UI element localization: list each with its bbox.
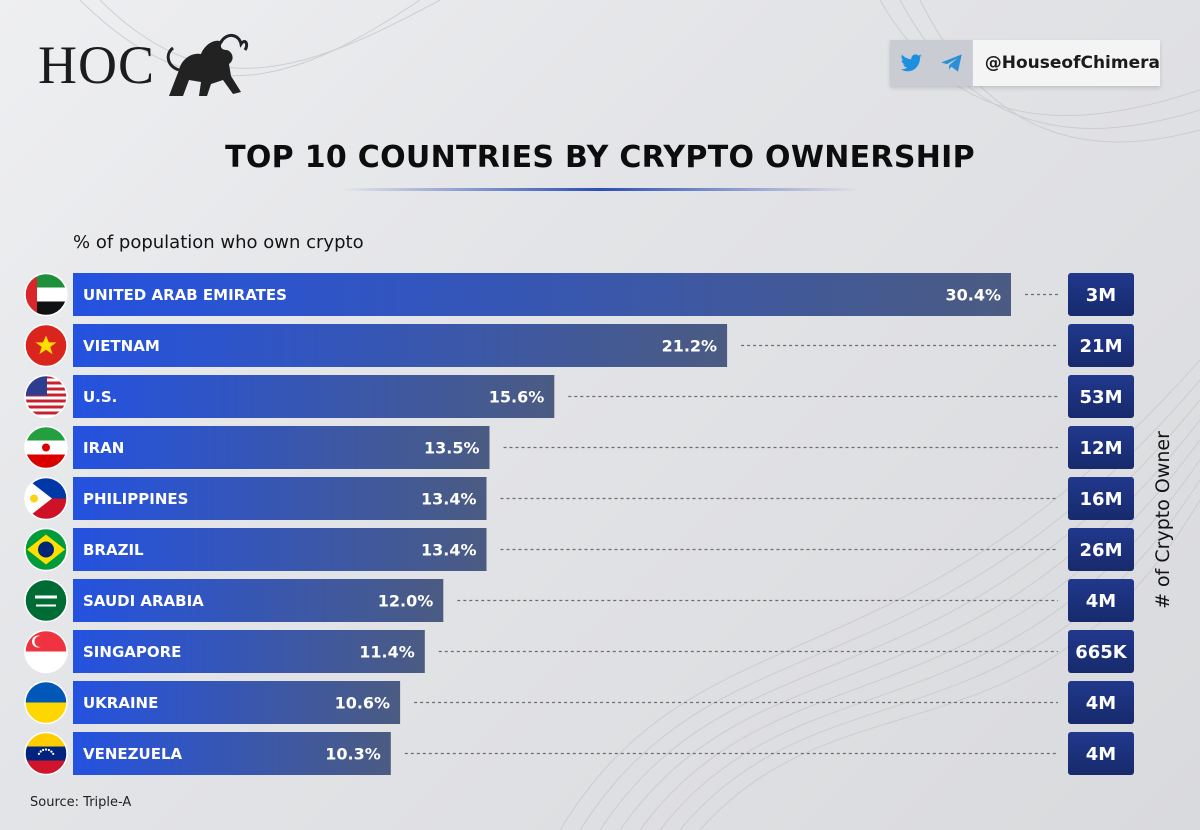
owner-count-box	[1068, 528, 1134, 571]
bar-row: VENEZUELA 10.3% 4M	[24, 731, 1134, 776]
bar-category-label: U.S.	[83, 388, 117, 406]
bar	[73, 681, 401, 724]
bar	[73, 324, 728, 367]
owner-count-box	[1068, 324, 1134, 367]
philippines-flag-icon	[24, 476, 68, 521]
bar-category-label: PHILIPPINES	[83, 490, 188, 508]
bar-value-label: 13.4%	[421, 490, 477, 509]
owner-count-label: 21M	[1080, 336, 1123, 357]
bar	[73, 630, 425, 673]
bar-row: SAUDI ARABIA 12.0% 4M	[24, 578, 1134, 623]
owner-count-label: 3M	[1086, 285, 1116, 306]
owner-count-box	[1068, 477, 1134, 520]
bar-row: UNITED ARAB EMIRATES 30.4% 3M	[24, 272, 1134, 317]
owner-count-box	[1068, 579, 1134, 622]
bar-value-label: 13.4%	[421, 541, 477, 560]
chimera-lion-icon	[166, 34, 249, 96]
owner-count-label: 53M	[1080, 387, 1123, 408]
twitter-icon[interactable]	[898, 50, 924, 76]
owner-count-label: 4M	[1086, 591, 1116, 612]
bar-category-label: IRAN	[83, 439, 124, 457]
bar-row: UKRAINE 10.6% 4M	[24, 680, 1134, 725]
saudi-arabia-flag-icon	[24, 578, 68, 623]
uae-flag-icon	[24, 272, 68, 317]
owner-count-label: 4M	[1086, 693, 1116, 714]
bar-category-label: SINGAPORE	[83, 643, 181, 661]
owner-count-label: 4M	[1086, 744, 1116, 765]
owner-count-box	[1068, 375, 1134, 418]
bar-row: U.S. 15.6% 53M	[24, 374, 1134, 419]
social-icons-group	[890, 40, 973, 86]
bar-category-label: VENEZUELA	[83, 745, 183, 763]
bar-category-label: SAUDI ARABIA	[83, 592, 204, 610]
title-underline	[340, 188, 860, 191]
bar	[73, 528, 487, 571]
owner-axis-label: # of Crypto Owner	[1148, 420, 1178, 620]
owner-count-label: 12M	[1080, 438, 1123, 459]
source-note: Source: Triple-A	[30, 795, 132, 810]
ukraine-flag-icon	[24, 680, 68, 725]
bar-row: IRAN 13.5% 12M	[24, 425, 1134, 470]
owner-count-label: 16M	[1080, 489, 1123, 510]
owner-count-box	[1068, 426, 1134, 469]
bar	[73, 477, 487, 520]
bar-category-label: VIETNAM	[83, 337, 160, 355]
vietnam-flag-icon	[24, 323, 68, 368]
venezuela-flag-icon	[24, 731, 68, 776]
bar-row: PHILIPPINES 13.4% 16M	[24, 476, 1134, 521]
owner-count-box	[1068, 681, 1134, 724]
social-handle[interactable]: @HouseofChimera	[972, 40, 1160, 86]
bar-row: SINGAPORE 11.4% 665K	[24, 629, 1134, 674]
bar-value-label: 12.0%	[378, 592, 434, 611]
singapore-flag-icon	[24, 629, 68, 674]
owner-count-box	[1068, 273, 1134, 316]
bar	[73, 273, 1011, 316]
bar-value-label: 10.3%	[325, 745, 381, 764]
bar-value-label: 30.4%	[945, 286, 1001, 305]
telegram-icon[interactable]	[939, 50, 965, 76]
bar	[73, 375, 555, 418]
brand-logo: HOC	[38, 30, 251, 100]
bar-value-label: 21.2%	[662, 337, 718, 356]
chart-title: TOP 10 COUNTRIES BY CRYPTO OWNERSHIP	[225, 140, 975, 175]
bar	[73, 579, 444, 622]
bar-value-label: 11.4%	[359, 643, 415, 662]
axis-subtitle: % of population who own crypto	[73, 232, 364, 253]
bar-category-label: UNITED ARAB EMIRATES	[83, 286, 287, 304]
owner-count-box	[1068, 630, 1134, 673]
bar-category-label: BRAZIL	[83, 541, 144, 559]
bar-row: VIETNAM 21.2% 21M	[24, 323, 1134, 368]
bar-value-label: 15.6%	[489, 388, 545, 407]
owner-count-box	[1068, 732, 1134, 775]
iran-flag-icon	[24, 425, 68, 470]
bar-value-label: 13.5%	[424, 439, 480, 458]
logo-text: HOC	[38, 35, 156, 95]
bar-value-label: 10.6%	[335, 694, 391, 713]
owner-axis-label-text: # of Crypto Owner	[1152, 431, 1175, 609]
us-flag-icon	[24, 374, 68, 419]
owner-count-label: 26M	[1080, 540, 1123, 561]
bar-category-label: UKRAINE	[83, 694, 158, 712]
owner-count-label: 665K	[1075, 642, 1128, 663]
bar	[73, 426, 490, 469]
bar	[73, 732, 391, 775]
brazil-flag-icon	[24, 527, 68, 572]
bar-row: BRAZIL 13.4% 26M	[24, 527, 1134, 572]
social-handle-banner: @HouseofChimera	[890, 40, 1160, 86]
